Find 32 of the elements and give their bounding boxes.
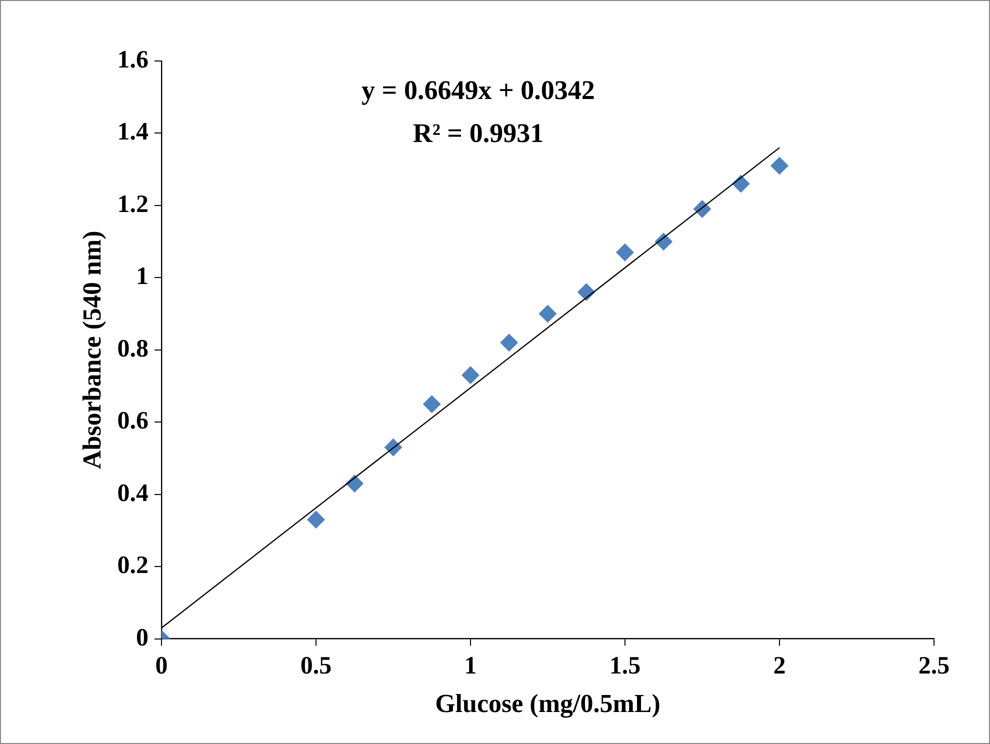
x-tick-label: 1 — [464, 652, 477, 680]
point — [654, 232, 673, 251]
point — [577, 283, 596, 302]
y-tick-label: 1.4 — [117, 118, 149, 146]
point — [461, 366, 480, 384]
x-tick-label: 2.5 — [918, 652, 950, 680]
y-tick-label: 0.6 — [117, 408, 148, 435]
y-tick-label: 0.8 — [117, 335, 148, 362]
point — [538, 304, 557, 323]
point — [306, 510, 325, 529]
y-tick-label: 0.2 — [117, 552, 148, 580]
point — [732, 174, 750, 193]
y-tick-label: 1.6 — [117, 46, 148, 74]
x-tick-label: 1.5 — [609, 652, 641, 680]
point — [422, 395, 441, 414]
y-tick-label: 0.4 — [117, 480, 149, 507]
point — [500, 334, 518, 352]
x-tick-label: 2 — [773, 652, 786, 680]
point — [346, 474, 364, 493]
x-tick-label: 0 — [155, 652, 168, 680]
y-axis-title: Absorbance (540 nm) — [77, 230, 106, 470]
y-tick-label: 1.2 — [117, 190, 148, 218]
point — [693, 200, 712, 218]
x-axis-title: Glucose (mg/0.5mL) — [435, 689, 660, 718]
annotation: y = 0.6649x + 0.0342 — [362, 74, 595, 105]
y-tick-label: 1 — [136, 263, 148, 290]
annotation: R² = 0.9931 — [412, 118, 544, 148]
point — [616, 243, 634, 262]
point — [384, 438, 402, 456]
y-tick-label: 0 — [136, 624, 148, 652]
x-tick-label: 0.5 — [300, 652, 332, 680]
point — [770, 156, 788, 175]
